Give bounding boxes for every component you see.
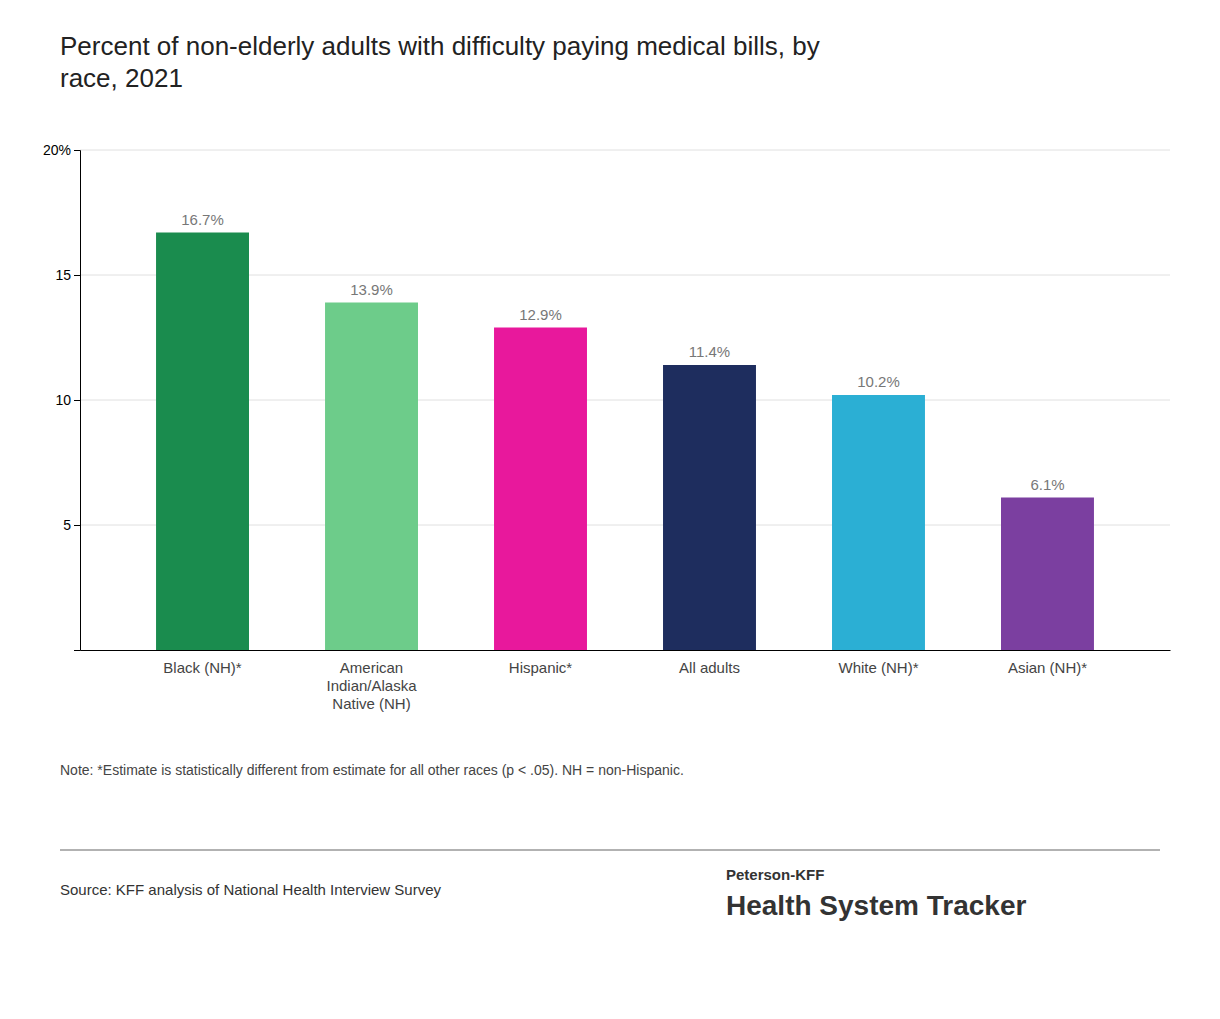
chart: Percent of non-elderly adults with diffi…: [0, 0, 1220, 1019]
y-tick: 10: [55, 392, 80, 408]
text-line: Indian/Alaska: [326, 677, 417, 694]
data-label: 12.9%: [519, 306, 562, 323]
data-label: 13.9%: [350, 281, 393, 298]
text-line: race, 2021: [60, 63, 183, 93]
y-tick-label: 10: [55, 392, 71, 408]
text-line: Native (NH): [332, 695, 410, 712]
x-tick-label: Black (NH)*: [163, 659, 242, 676]
x-tick-label: All adults: [679, 659, 740, 676]
y-tick-mark: [74, 400, 80, 401]
plot: 5 10 15 20% 16.7% 13.9% 12.9% 11.4% 10.2% 6.1% Bla…: [43, 142, 1171, 712]
x-tick: Black (NH)*: [163, 650, 242, 676]
grid-line: [80, 150, 1170, 151]
x-tick-label: AmericanIndian/AlaskaNative (NH): [326, 659, 417, 712]
bar: [494, 328, 587, 651]
x-tick: All adults: [679, 650, 740, 676]
x-tick-label: White (NH)*: [838, 659, 918, 676]
x-axis-line: [81, 650, 1171, 651]
data-label: 6.1%: [1030, 476, 1064, 493]
branding: Health System Tracker: [726, 890, 1026, 921]
y-tick-label: 5: [63, 517, 71, 533]
branding: Peterson-KFF: [726, 866, 824, 883]
y-tick-label: 15: [55, 267, 71, 283]
text-line: American: [340, 659, 403, 676]
bars: [156, 233, 1094, 651]
y-tick: 5: [63, 517, 80, 533]
bar: [325, 303, 418, 651]
bar: [832, 395, 925, 650]
y-tick-label: 20%: [43, 142, 71, 158]
text-line: Black (NH)*: [163, 659, 242, 676]
x-axis: Black (NH)* AmericanIndian/AlaskaNative (…: [81, 650, 1171, 712]
y-axis-line: [74, 151, 81, 651]
y-tick: 15: [55, 267, 80, 283]
text-line: White (NH)*: [838, 659, 918, 676]
bar: [1001, 498, 1094, 651]
x-tick-label: Asian (NH)*: [1008, 659, 1087, 676]
text-line: Hispanic*: [509, 659, 573, 676]
text-line: Percent of non-elderly adults with diffi…: [60, 31, 820, 61]
data-label: 16.7%: [181, 211, 224, 228]
x-tick: AmericanIndian/AlaskaNative (NH): [326, 650, 417, 712]
title: Percent of non-elderly adults with diffi…: [60, 31, 820, 93]
x-tick: Hispanic*: [509, 650, 573, 676]
source: Source: KFF analysis of National Health …: [60, 881, 441, 898]
y-tick-mark: [74, 150, 80, 151]
bar: [663, 365, 756, 650]
y-tick: 20%: [43, 142, 80, 158]
note: Note: *Estimate is statistically differe…: [60, 762, 684, 778]
x-tick: Asian (NH)*: [1008, 650, 1087, 676]
y-tick-mark: [74, 525, 80, 526]
data-label: 10.2%: [857, 373, 900, 390]
x-tick-label: Hispanic*: [509, 659, 573, 676]
bar: [156, 233, 249, 651]
data-labels: 16.7% 13.9% 12.9% 11.4% 10.2% 6.1%: [181, 211, 1064, 493]
divider: [60, 849, 1160, 851]
data-label: 11.4%: [689, 343, 730, 360]
y-tick-mark: [74, 275, 80, 276]
x-tick: White (NH)*: [838, 650, 918, 676]
text-line: Asian (NH)*: [1008, 659, 1087, 676]
text-line: All adults: [679, 659, 740, 676]
y-axis: 5 10 15 20%: [43, 142, 81, 651]
